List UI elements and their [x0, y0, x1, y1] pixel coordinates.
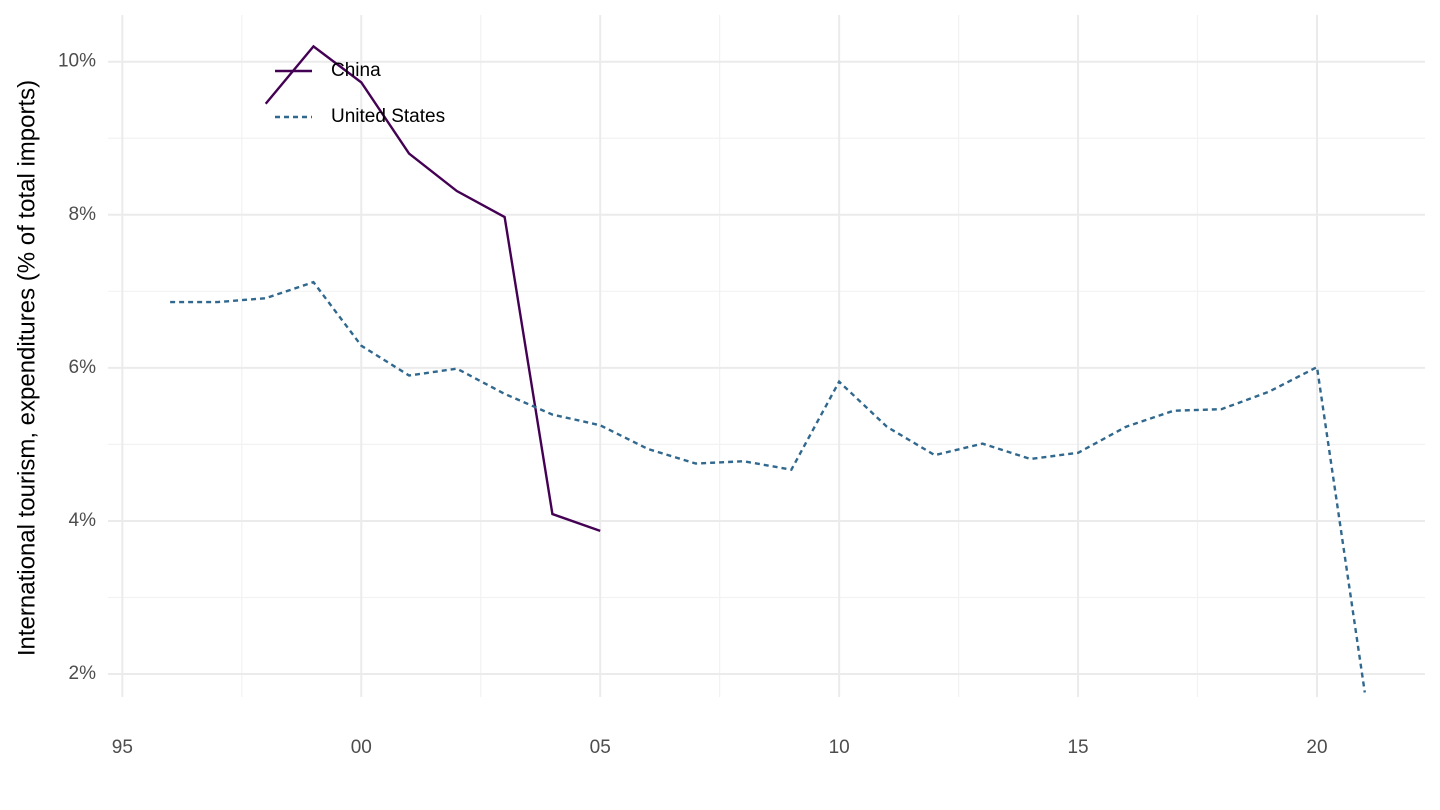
- y-tick-label: 4%: [69, 510, 97, 531]
- series-line: [170, 280, 1366, 693]
- y-tick-label: 10%: [58, 51, 96, 72]
- y-tick-label: 8%: [69, 204, 97, 225]
- y-tick-label: 2%: [69, 663, 97, 684]
- x-tick-label: 00: [351, 737, 372, 758]
- legend-label: China: [331, 60, 381, 81]
- legend-label: United States: [331, 106, 445, 127]
- x-tick-label: 10: [829, 737, 850, 758]
- y-axis-label: International tourism, expenditures (% o…: [13, 80, 40, 656]
- x-tick-label: 20: [1306, 737, 1327, 758]
- x-tick-label: 15: [1067, 737, 1088, 758]
- y-tick-label: 6%: [69, 357, 97, 378]
- x-tick-label: 95: [112, 737, 133, 758]
- x-tick-label: 05: [590, 737, 611, 758]
- series-line: [264, 44, 601, 533]
